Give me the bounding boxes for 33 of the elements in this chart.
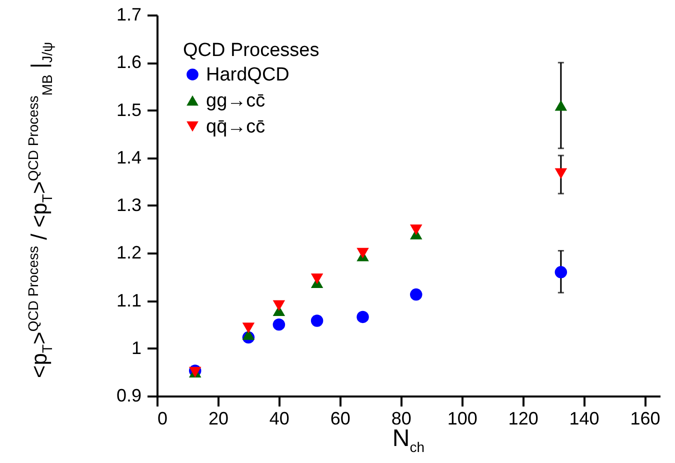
point <box>310 314 324 327</box>
y-tick-label: 1.1 <box>116 290 142 310</box>
point <box>242 322 255 334</box>
x-tick-label: 120 <box>508 408 538 428</box>
point <box>356 310 369 324</box>
x-tick-label: 140 <box>569 408 600 428</box>
point <box>356 248 369 258</box>
legend-label: gg→cc̄ <box>206 90 266 112</box>
point <box>410 288 422 301</box>
y-tick-label: 0.9 <box>116 386 142 406</box>
x-tick-label: 60 <box>330 408 350 428</box>
x-tick-label: 160 <box>630 408 660 428</box>
point <box>554 168 568 179</box>
legend-title: QCD Processes <box>183 40 320 61</box>
point <box>554 266 568 278</box>
point <box>410 224 422 236</box>
legend-label: HardQCD <box>206 64 290 86</box>
point <box>554 100 568 111</box>
point <box>272 300 286 311</box>
y-tick-label: 1.4 <box>116 147 142 168</box>
y-tick-label: 1 <box>131 338 142 358</box>
y-tick-label: 1.7 <box>116 4 142 24</box>
y-tick-label: 1.2 <box>116 242 142 263</box>
point <box>272 318 286 331</box>
legend-label: qq̄→cc̄ <box>206 116 266 138</box>
y-tick-label: 1.5 <box>116 100 142 120</box>
y-tick-label: 1.3 <box>116 195 142 215</box>
x-tick-label: 0 <box>158 408 168 428</box>
x-tick-label: 40 <box>269 408 290 428</box>
x-tick-label: 100 <box>447 408 478 428</box>
y-tick-label: 1.6 <box>116 52 142 72</box>
x-tick-label: 20 <box>208 408 228 428</box>
point <box>310 274 324 284</box>
